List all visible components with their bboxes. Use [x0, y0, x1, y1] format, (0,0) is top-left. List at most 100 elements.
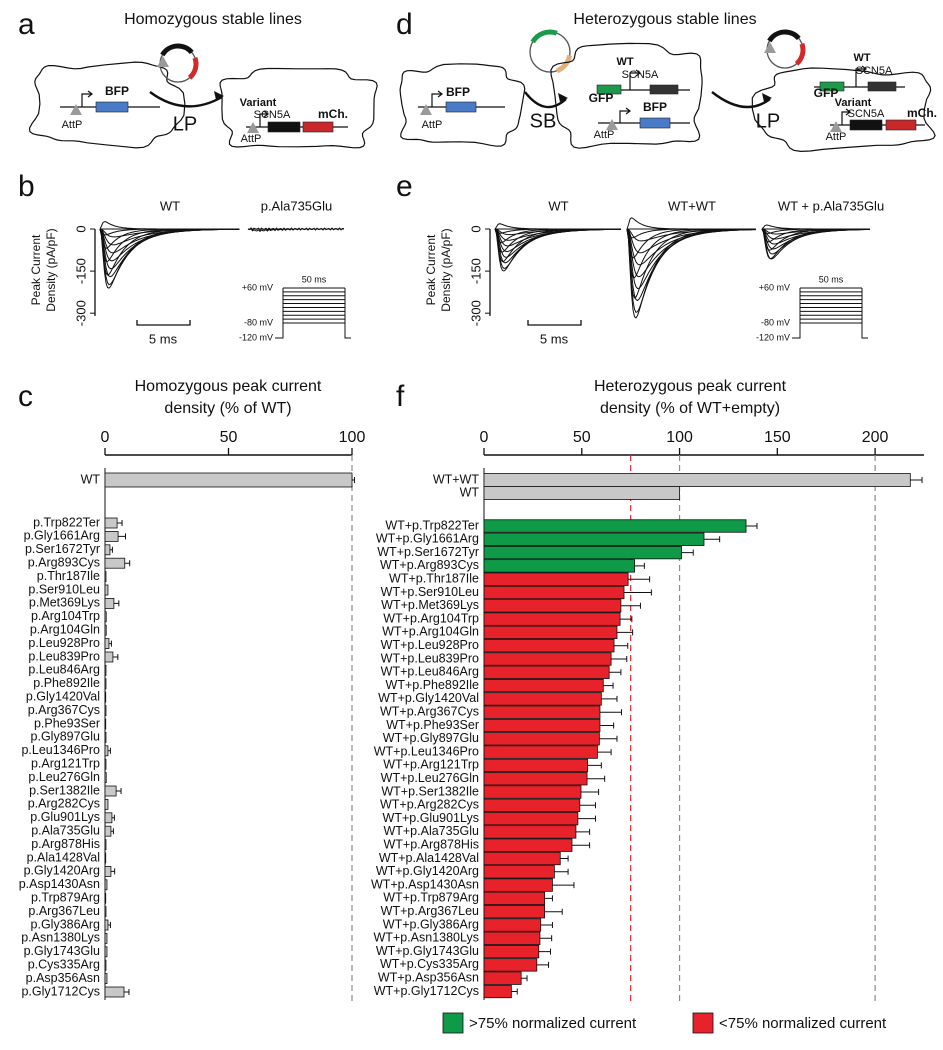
bar	[104, 799, 109, 810]
bar	[104, 651, 114, 663]
category-label: WT+p.Asp1430Asn	[371, 877, 479, 891]
error-bar	[521, 975, 528, 982]
error-bar	[536, 961, 550, 968]
bar	[483, 851, 561, 866]
error-bar	[746, 523, 758, 529]
error-bar	[599, 735, 618, 742]
trace-title: WT + p.Ala735Glu	[778, 198, 884, 213]
bar	[104, 745, 109, 757]
category-label: WT+p.Thr187Ile	[389, 571, 479, 585]
protocol-level: -120 mV	[239, 332, 273, 342]
category-label: p.Gly386Arg	[31, 917, 101, 931]
category-label: p.Arg121Trp	[31, 756, 100, 770]
current-trace	[247, 227, 345, 231]
diagram-label: AttP	[594, 129, 615, 141]
panel-letter: b	[18, 170, 35, 203]
bar	[483, 519, 747, 533]
y-tick-label: -300	[468, 300, 483, 326]
error-bar	[597, 749, 612, 756]
error-bar	[572, 842, 591, 849]
bar	[104, 919, 109, 931]
diagram-label: SCN5A	[848, 108, 885, 120]
bar	[483, 931, 541, 945]
diagram-label: SCN5A	[856, 65, 893, 77]
bar	[104, 839, 107, 850]
scale-bar	[136, 320, 191, 326]
bar	[483, 678, 604, 693]
current-trace	[626, 228, 756, 290]
bar	[483, 905, 546, 919]
error-bar	[575, 828, 591, 835]
diagram-label: mCh.	[318, 107, 348, 121]
diagram-label: Variant	[835, 97, 872, 109]
bar	[104, 852, 107, 864]
trace-title: WT	[160, 198, 180, 213]
error-bar	[620, 602, 641, 609]
category-label: WT+p.Phe892Ile	[386, 678, 480, 692]
bar	[483, 612, 621, 626]
category-label: WT+p.Ser1382Ile	[381, 784, 479, 798]
category-label: p.Trp879Arg	[31, 890, 100, 904]
gene	[445, 101, 477, 113]
error-bar	[599, 709, 622, 716]
panel-letter: a	[18, 8, 35, 41]
gene	[267, 121, 301, 133]
bar	[104, 665, 107, 676]
x-tick-label: 0	[101, 429, 110, 446]
bar	[483, 798, 581, 812]
category-label: WT+p.Gly1661Arg	[376, 532, 479, 546]
bar	[104, 638, 110, 649]
category-label: WT+p.Gly1420Val	[378, 691, 479, 705]
category-label: p.Ser910Leu	[28, 582, 100, 596]
category-label: WT+p.Arg104Gln	[382, 625, 479, 639]
x-tick-label: 50	[220, 429, 238, 446]
category-label: WT+p.Arg367Leu	[381, 904, 479, 918]
promoter	[431, 90, 443, 107]
bar	[483, 599, 622, 613]
chart-title: Homozygous peak current	[135, 378, 322, 395]
y-axis-label: Peak Current	[29, 234, 43, 305]
gene	[302, 121, 334, 133]
error-bar	[107, 922, 111, 928]
error-bar	[540, 922, 553, 928]
category-label: p.Leu276Gln	[28, 770, 100, 784]
diagram-label: WT	[853, 52, 870, 64]
plasmid-insert	[187, 56, 199, 80]
bar	[483, 639, 615, 653]
bar	[104, 678, 107, 690]
x-tick-label: 0	[480, 429, 489, 446]
category-label: WT+p.Trp879Arg	[383, 891, 479, 905]
category-label: p.Phe93Ser	[34, 716, 100, 730]
diagram-label: AttP	[241, 133, 262, 145]
error-bar	[587, 775, 606, 782]
cell	[219, 67, 378, 149]
bar	[483, 918, 542, 932]
error-bar	[108, 640, 112, 647]
legend-label: >75% normalized current	[469, 1015, 637, 1032]
process-arrow	[524, 91, 567, 109]
x-tick-label: 200	[862, 429, 889, 446]
bar	[483, 572, 629, 586]
bar	[483, 865, 555, 879]
category-label: WT+p.Leu928Pro	[381, 638, 479, 652]
error-bar	[560, 855, 569, 862]
chart-title: density (% of WT)	[164, 400, 291, 417]
category-label: p.Gly1420Arg	[24, 864, 100, 878]
category-label: p.Gly1712Cys	[21, 984, 100, 998]
panel-letter: f	[396, 380, 405, 413]
error-bar	[109, 546, 113, 553]
current-trace	[99, 221, 240, 230]
bar	[104, 785, 117, 797]
category-label: p.Ser1672Tyr	[25, 542, 100, 556]
bar	[104, 986, 125, 998]
category-label: p.Leu839Pro	[28, 649, 100, 663]
bar	[483, 984, 512, 999]
error-bar	[117, 520, 123, 526]
category-label: p.Arg893Cys	[28, 555, 100, 569]
bar	[483, 785, 582, 799]
bar	[483, 838, 573, 852]
category-label: WT+WT	[433, 472, 480, 486]
bar	[483, 971, 522, 985]
bar	[483, 745, 598, 759]
bar	[483, 705, 601, 719]
